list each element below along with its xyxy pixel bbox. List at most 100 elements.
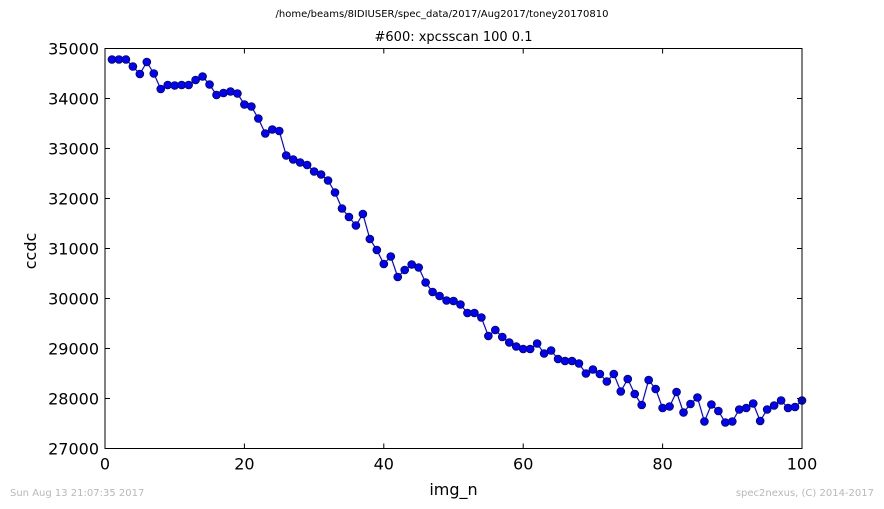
data-point: [323, 176, 333, 185]
x-tick-label: 40: [374, 455, 394, 474]
data-point: [477, 313, 486, 322]
data-point: [734, 405, 744, 414]
data-point: [581, 369, 591, 378]
figure-suptitle: /home/beams/8IDIUSER/spec_data/2017/Aug2…: [275, 9, 609, 20]
data-point: [707, 400, 716, 409]
data-point: [351, 221, 361, 230]
data-point: [261, 129, 270, 138]
axes-frame: [104, 48, 803, 449]
y-tick-label: 28000: [48, 390, 99, 409]
data-point: [595, 369, 605, 379]
data-point: [247, 102, 256, 111]
data-point: [609, 369, 619, 379]
data-point: [414, 263, 423, 272]
data-point: [254, 114, 263, 123]
data-point: [532, 339, 542, 348]
data-point: [693, 393, 702, 402]
data-point: [456, 300, 465, 309]
data-point: [588, 365, 598, 374]
chart-title: #600: xpcsscan 100 0.1: [374, 30, 533, 45]
data-point: [121, 55, 131, 64]
series-line: [111, 58, 803, 424]
data-point: [435, 291, 444, 301]
data-point: [644, 375, 653, 385]
data-point: [184, 80, 193, 90]
data-point: [546, 346, 556, 355]
x-tick-label: 100: [787, 455, 818, 474]
axis-ticks: 0 20 40 60 80 100 27000 28000 29000 30000 31000 320…: [48, 40, 817, 474]
data-point: [191, 75, 200, 85]
data-point: [790, 402, 800, 412]
x-tick-label: 60: [513, 455, 533, 474]
data-point: [302, 160, 312, 170]
data-point: [128, 62, 138, 71]
x-tick-label: 0: [100, 455, 110, 474]
data-point: [330, 188, 340, 197]
data-point: [421, 278, 430, 287]
data-point: [149, 69, 159, 78]
data-point: [755, 416, 765, 426]
y-tick-label: 31000: [48, 240, 99, 259]
footer-credit: spec2nexus, (C) 2014-2017: [735, 488, 874, 499]
series-layer: [107, 55, 807, 427]
data-point: [637, 400, 646, 410]
x-tick-label: 80: [652, 455, 672, 474]
y-axis-label: ccdc: [21, 232, 40, 270]
data-point: [233, 89, 242, 98]
data-point: [686, 399, 695, 409]
y-tick-label: 34000: [48, 90, 99, 109]
data-point: [372, 245, 382, 255]
data-point: [267, 125, 277, 134]
data-point: [198, 72, 207, 81]
data-point: [491, 325, 500, 335]
data-point: [205, 80, 214, 89]
data-point: [219, 88, 228, 98]
data-point: [142, 57, 152, 67]
y-tick-label: 32000: [48, 190, 99, 209]
data-point: [281, 151, 291, 160]
data-point: [727, 417, 737, 426]
data-point: [344, 212, 354, 222]
data-point: [665, 402, 674, 411]
data-point: [679, 408, 688, 417]
data-point: [616, 387, 626, 396]
data-point: [393, 272, 403, 282]
data-point: [748, 399, 758, 408]
data-point: [762, 405, 772, 414]
y-tick-label: 27000: [48, 440, 99, 459]
data-point: [741, 403, 751, 413]
data-point: [769, 401, 779, 410]
data-point: [525, 344, 535, 354]
x-axis-label: img_n: [429, 480, 478, 499]
data-point: [574, 359, 584, 368]
data-point: [156, 84, 166, 94]
data-point: [135, 69, 145, 79]
data-point: [470, 308, 479, 318]
data-point: [602, 377, 612, 386]
data-point: [651, 384, 660, 394]
data-point: [386, 252, 396, 261]
data-point: [274, 126, 284, 136]
data-point: [504, 338, 514, 347]
data-point: [379, 259, 389, 269]
data-point: [700, 417, 709, 426]
data-point: [365, 234, 375, 244]
data-point: [449, 296, 458, 306]
data-point: [497, 332, 507, 342]
data-point: [630, 389, 640, 399]
data-point: [358, 209, 368, 219]
data-point: [776, 396, 786, 405]
data-point: [658, 403, 667, 413]
data-point: [337, 204, 347, 213]
data-point: [623, 374, 633, 384]
data-point: [714, 406, 723, 416]
footer-timestamp: Sun Aug 13 21:07:35 2017: [10, 488, 145, 499]
data-point: [428, 287, 437, 297]
y-tick-label: 30000: [48, 290, 99, 309]
y-tick-label: 29000: [48, 340, 99, 359]
y-tick-label: 33000: [48, 140, 99, 159]
data-point: [316, 170, 326, 179]
data-point: [484, 331, 493, 341]
